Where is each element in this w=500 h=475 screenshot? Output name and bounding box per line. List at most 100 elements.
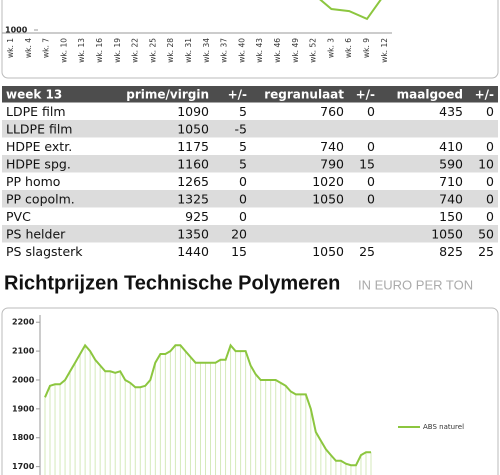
- table-row-bg: [2, 190, 498, 208]
- x-tick-label: wk. 22: [131, 38, 140, 63]
- table-cell: 5: [239, 104, 247, 119]
- table-cell: 25: [478, 244, 494, 259]
- top-chart-frame: [1, 0, 499, 79]
- table-cell: PS slagsterk: [6, 244, 83, 259]
- table-header-cell: maalgoed: [397, 87, 463, 101]
- table-cell: 410: [439, 139, 463, 154]
- x-tick-label: wk. 28: [166, 38, 175, 63]
- y-tick-label: 1000: [5, 26, 28, 35]
- table-cell: 25: [359, 244, 375, 259]
- table-cell: 790: [320, 156, 344, 171]
- table-header-cell: regranulaat: [264, 87, 344, 101]
- table-cell: 0: [239, 209, 247, 224]
- table-cell: 0: [367, 104, 375, 119]
- heading-title: Richtprijzen Technische Polymeren: [4, 272, 340, 294]
- y-tick-label: 2100: [12, 347, 35, 356]
- table-cell: LDPE film: [6, 104, 66, 119]
- table-cell: HDPE extr.: [6, 139, 72, 154]
- x-tick-label: wk. 4: [24, 38, 33, 58]
- table-cell: 710: [439, 174, 463, 189]
- table-cell: 15: [231, 244, 247, 259]
- x-tick-label: wk. 10: [59, 38, 68, 63]
- table-cell: 1160: [177, 156, 209, 171]
- data-line: [44, 343, 371, 467]
- table-cell: 740: [439, 191, 463, 206]
- table-cell: -5: [235, 121, 247, 136]
- table-cell: 1265: [177, 174, 209, 189]
- table-cell: PVC: [6, 209, 31, 224]
- table-header-cell: week 13: [6, 87, 62, 101]
- table-cell: 0: [367, 191, 375, 206]
- y-tick-label: 2000: [12, 375, 35, 384]
- x-tick-label: wk. 3: [326, 38, 335, 58]
- table-cell: 0: [367, 174, 375, 189]
- x-tick-label: wk. 9: [362, 38, 371, 58]
- table-cell: 1050: [431, 226, 463, 241]
- table-cell: 0: [486, 174, 494, 189]
- table-cell: 925: [185, 209, 209, 224]
- y-tick-label: 1900: [12, 404, 35, 413]
- table-cell: 1325: [177, 191, 209, 206]
- legend-label: ABS naturel: [423, 423, 464, 431]
- table-cell: 0: [486, 139, 494, 154]
- heading-subtitle: IN EURO PER TON: [358, 277, 473, 292]
- table-cell: 20: [231, 226, 247, 241]
- table-cell: 1050: [312, 244, 344, 259]
- x-tick-label: wk. 31: [184, 38, 193, 63]
- table-cell: PS helder: [6, 226, 66, 241]
- series: [44, 343, 372, 475]
- x-tick-label: wk. 12: [380, 38, 389, 63]
- table-cell: 5: [239, 139, 247, 154]
- table-header-cell: prime/virgin: [126, 87, 209, 101]
- x-tick-label: wk. 25: [148, 38, 157, 63]
- table-row-bg: [2, 155, 498, 173]
- table-cell: 1020: [312, 174, 344, 189]
- table-cell: PP homo: [6, 174, 60, 189]
- table-cell: 1440: [177, 244, 209, 259]
- bottom-chart-frame: [1, 307, 499, 475]
- y-tick-label: 1700: [12, 462, 35, 471]
- table-cell: 740: [320, 139, 344, 154]
- table-cell: 760: [320, 104, 344, 119]
- table-cell: 0: [486, 191, 494, 206]
- table-cell: 0: [367, 139, 375, 154]
- x-tick-label: wk. 1: [6, 38, 15, 58]
- table-cell: 0: [486, 209, 494, 224]
- x-tick-label: wk. 34: [202, 38, 211, 63]
- x-tick-label: wk. 37: [220, 38, 229, 63]
- table-cell: 150: [439, 209, 463, 224]
- y-tick-label: 1800: [12, 433, 35, 442]
- x-tick-label: wk. 16: [95, 38, 104, 63]
- table-cell: 1050: [312, 191, 344, 206]
- x-tick-label: wk. 40: [237, 38, 246, 63]
- x-tick-label: wk. 49: [291, 38, 300, 63]
- table-cell: 590: [439, 156, 463, 171]
- table-cell: LLDPE film: [6, 121, 73, 136]
- table-cell: 10: [478, 156, 494, 171]
- table-cell: 1175: [177, 139, 209, 154]
- table-cell: 1090: [177, 104, 209, 119]
- table-cell: 0: [486, 104, 494, 119]
- table-cell: 435: [439, 104, 463, 119]
- table-row-bg: [2, 225, 498, 243]
- x-tick-label: wk. 19: [113, 38, 122, 63]
- table-cell: 1050: [177, 121, 209, 136]
- x-tick-label: wk. 7: [42, 38, 51, 58]
- table-cell: HDPE spg.: [6, 156, 71, 171]
- data-line: [319, 0, 382, 21]
- table-cell: PP copolm.: [6, 191, 75, 206]
- x-tick-label: wk. 6: [344, 38, 353, 58]
- table-cell: 0: [239, 174, 247, 189]
- x-tick-label: wk. 43: [255, 38, 264, 63]
- x-tick-label: wk. 46: [273, 38, 282, 63]
- table-cell: 15: [359, 156, 375, 171]
- x-tick-label: wk. 13: [77, 38, 86, 63]
- table-header-cell: +/-: [356, 87, 375, 101]
- table-cell: 1350: [177, 226, 209, 241]
- table-header-cell: +/-: [475, 87, 494, 101]
- table-cell: 0: [239, 191, 247, 206]
- table-cell: 825: [439, 244, 463, 259]
- x-tick-label: wk. 52: [309, 38, 318, 63]
- table-cell: 50: [478, 226, 494, 241]
